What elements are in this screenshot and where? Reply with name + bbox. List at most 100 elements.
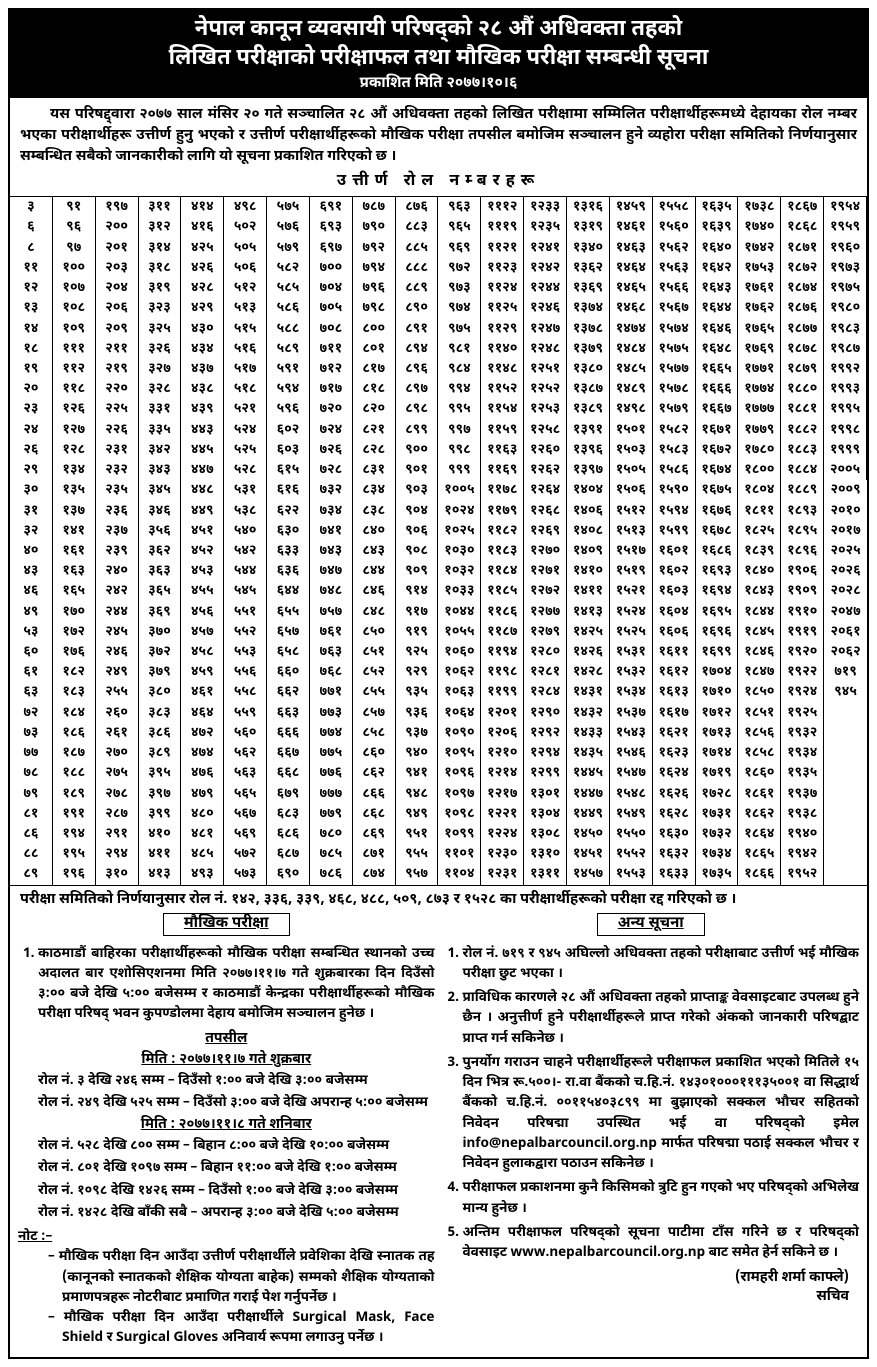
roll-number-cell: १८७८ (781, 339, 824, 359)
roll-number-cell: १५९९ (653, 521, 696, 541)
roll-number-cell: ९४० (396, 743, 439, 763)
roll-number-cell: १२८१ (524, 662, 567, 682)
roll-number-cell: १५७८ (653, 379, 696, 399)
roll-number-cell: ३८६ (139, 723, 182, 743)
roll-number-cell: ७६८ (310, 662, 353, 682)
roll-number-cell (824, 723, 867, 743)
roll-number-cell: १३१९ (567, 217, 610, 237)
roll-number-cell: २४९ (96, 662, 139, 682)
roll-number-cell: १७६२ (738, 298, 781, 318)
roll-number-cell: १७४० (738, 217, 781, 237)
header-date: प्रकाशित मिति २०७७।१०।६ (18, 75, 859, 94)
roll-number-cell: ११४० (481, 339, 524, 359)
roll-number-cell: १०६० (438, 642, 481, 662)
roll-number-cell: १५५० (610, 824, 653, 844)
roll-number-cell: १९५४ (824, 197, 867, 217)
roll-number-cell: ६१६ (267, 480, 310, 500)
roll-number-cell: १११२ (481, 197, 524, 217)
roll-number-cell: ७१२ (310, 359, 353, 379)
roll-number-cell: ५९४ (267, 379, 310, 399)
roll-number-cell: ८९६ (396, 359, 439, 379)
roll-number-cell: १५१९ (610, 561, 653, 581)
roll-number-cell: ५४४ (224, 561, 267, 581)
roll-number-cell: १०९९ (438, 824, 481, 844)
roll-number-cell: १२६४ (524, 480, 567, 500)
roll-number-cell: ४५१ (181, 521, 224, 541)
roll-number-cell: १८७ (53, 743, 96, 763)
roll-number-cell: १४६१ (610, 217, 653, 237)
roll-number-cell: १८६७ (781, 197, 824, 217)
roll-number-cell: ५६५ (224, 784, 267, 804)
roll-number-cell: १५२४ (610, 602, 653, 622)
roll-number-cell: ५६२ (224, 743, 267, 763)
roll-number-cell: ६९३ (310, 217, 353, 237)
roll-number-cell: १५७४ (653, 319, 696, 339)
roll-number-cell: ८८ (10, 844, 53, 864)
roll-number-cell: १७३१ (696, 804, 739, 824)
roll-number-cell: ४४७ (181, 460, 224, 480)
roll-number-cell: ४३४ (181, 339, 224, 359)
roll-number-cell: १८५१ (738, 703, 781, 723)
roll-number-cell: १९७३ (824, 258, 867, 278)
notice-document: नेपाल कानून व्यवसायी परिषद्को २८ औं अधिव… (8, 8, 869, 1359)
roll-number-cell: ३३१ (139, 399, 182, 419)
roll-number-cell: १२८४ (524, 682, 567, 702)
other-item-5: अन्तिम परीक्षाफल परिषद्को सूचना पाटीमा ट… (463, 1223, 860, 1264)
roll-number-cell: ८७४ (353, 864, 396, 884)
roll-number-cell: १९६ (53, 864, 96, 884)
roll-number-cell: १६२६ (653, 784, 696, 804)
roll-number-cell: ६२२ (267, 501, 310, 521)
roll-number-cell: २२६ (96, 420, 139, 440)
roll-number-cell: ९०९ (396, 561, 439, 581)
roll-number-cell: २४० (96, 561, 139, 581)
roll-number-cell: २० (10, 379, 53, 399)
roll-number-cell: ८१७ (353, 359, 396, 379)
roll-number-cell: ९०१ (396, 460, 439, 480)
roll-number-cell: ९१९ (396, 622, 439, 642)
roll-number-cell: ७०४ (310, 278, 353, 298)
roll-number-cell: ५५९ (224, 703, 267, 723)
roll-number-cell: १८४५ (738, 622, 781, 642)
roll-number-cell: १९४० (781, 824, 824, 844)
roll-number-cell: १५४८ (610, 784, 653, 804)
roll-number-cell: ९७ (53, 238, 96, 258)
roll-number-cell (824, 703, 867, 723)
roll-number-cell: ७१७ (310, 379, 353, 399)
roll-number-cell: ५९६ (267, 399, 310, 419)
roll-number-cell: ९५७ (396, 864, 439, 884)
roll-number-cell: ९७४ (438, 298, 481, 318)
roll-number-cell: ४४९ (181, 501, 224, 521)
roll-number-cell: १९३२ (781, 723, 824, 743)
roll-number-cell: २९ (10, 460, 53, 480)
roll-number-cell: ५७६ (267, 217, 310, 237)
roll-number-cell: ३५६ (139, 521, 182, 541)
roll-number-cell: ३१८ (139, 258, 182, 278)
roll-number-cell: ३२५ (139, 319, 182, 339)
roll-number-cell: ५१३ (224, 298, 267, 318)
roll-number-cell: ५०६ (224, 258, 267, 278)
roll-number-cell: ४९३ (181, 864, 224, 884)
roll-number-cell: १६३९ (696, 217, 739, 237)
roll-number-cell: १२६८ (524, 501, 567, 521)
roll-number-cell: १२९२ (524, 723, 567, 743)
roll-number-cell: ७२० (310, 399, 353, 419)
roll-number-cell: १२२१ (481, 804, 524, 824)
bottom-columns: मौखिक परीक्षा काठमाडौं बाहिरका परीक्षार्… (10, 913, 867, 1357)
roll-number-cell: ४६४ (181, 703, 224, 723)
roll-number-cell: ४५९ (181, 662, 224, 682)
roll-number-cell: ७३ (10, 723, 53, 743)
roll-number-cell: १०४४ (438, 602, 481, 622)
roll-number-cell: ११८३ (481, 541, 524, 561)
roll-number-cell: ५५६ (224, 662, 267, 682)
roll-number-cell: ११२५ (481, 298, 524, 318)
roll-number-cell: ६५८ (267, 642, 310, 662)
roll-number-cell: ९७२ (438, 258, 481, 278)
roll-number-cell: ७२६ (310, 440, 353, 460)
roll-number-cell: ८६८ (353, 804, 396, 824)
roll-number-cell: ११९९ (481, 682, 524, 702)
roll-number-cell: ६५५ (267, 602, 310, 622)
roll-number-cell: १६२१ (653, 723, 696, 743)
roll-number-cell: १२४८ (524, 339, 567, 359)
roll-number-cell: १६५ (53, 581, 96, 601)
roll-number-cell: ४८५ (181, 844, 224, 864)
